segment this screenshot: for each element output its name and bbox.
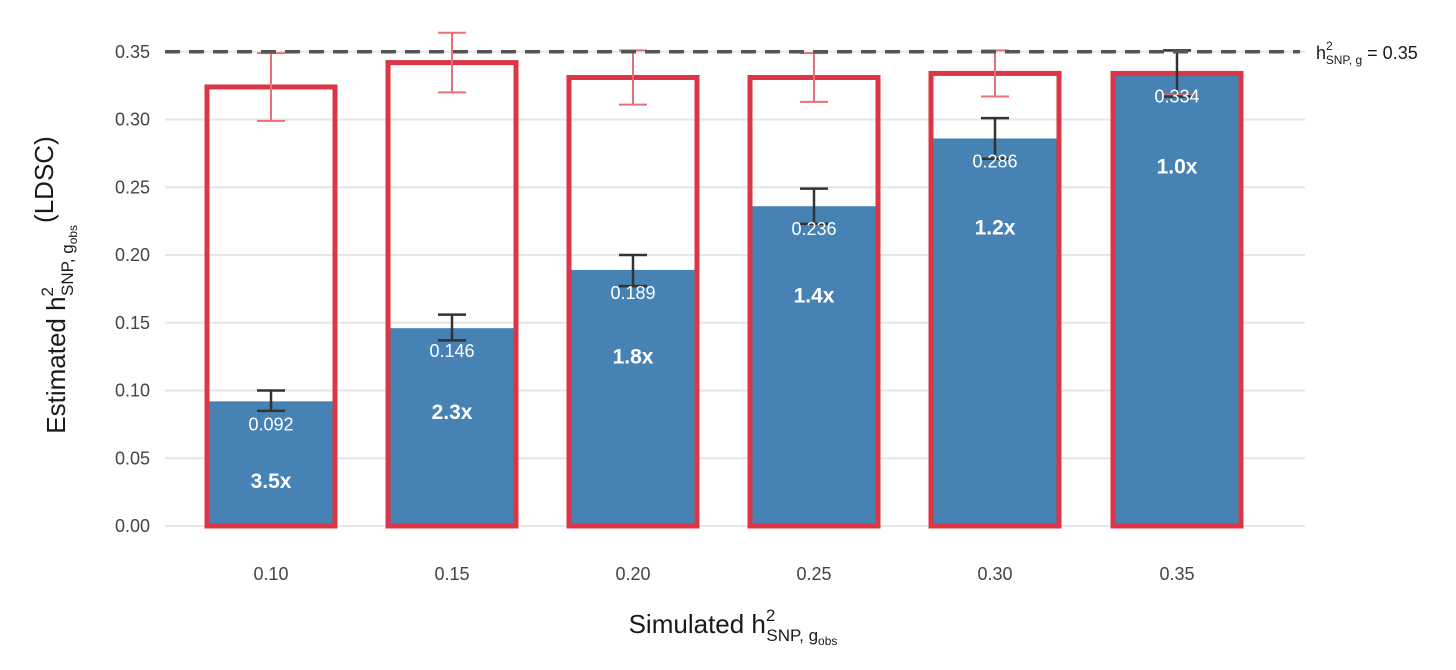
ratio-label: 1.8x bbox=[613, 345, 654, 368]
bar-filled bbox=[207, 401, 335, 526]
grid bbox=[165, 50, 1305, 527]
y-tick-label: 0.25 bbox=[115, 177, 150, 197]
bar-filled bbox=[388, 328, 516, 526]
y-tick-label: 0.00 bbox=[115, 516, 150, 536]
data-labels: 0.092 0.146 0.189 0.236 0.286 0.334 3.5x 2.3x 1.… bbox=[248, 86, 1199, 493]
ratio-label: 1.2x bbox=[975, 217, 1016, 240]
x-axis-title: Simulated h2 SNP, gobs bbox=[629, 606, 838, 648]
y-tick-label: 0.15 bbox=[115, 313, 150, 333]
error-bar bbox=[438, 31, 466, 94]
bar-filled bbox=[1113, 73, 1241, 527]
y-tick-label: 0.35 bbox=[115, 42, 150, 62]
ratio-label: 3.5x bbox=[251, 470, 292, 493]
x-tick-label: 0.10 bbox=[253, 564, 288, 584]
value-label: 0.189 bbox=[610, 283, 655, 303]
value-label: 0.092 bbox=[248, 414, 293, 434]
error-bar bbox=[619, 253, 647, 288]
error-bar bbox=[257, 389, 285, 413]
y-tick-label: 0.05 bbox=[115, 448, 150, 468]
y-tick-label: 0.30 bbox=[115, 110, 150, 130]
x-tick-label: 0.30 bbox=[977, 564, 1012, 584]
x-tick-label: 0.35 bbox=[1159, 564, 1194, 584]
error-bar bbox=[981, 116, 1009, 161]
ratio-label: 1.0x bbox=[1157, 156, 1198, 179]
y-axis-title: Estimated h2SNP, gobs(LDSC) bbox=[29, 136, 80, 433]
x-tick-label: 0.25 bbox=[796, 564, 831, 584]
reference-label: h2 SNP, g = 0.35 bbox=[1316, 39, 1418, 67]
value-label: 0.146 bbox=[429, 341, 474, 361]
x-tick-label: 0.20 bbox=[615, 564, 650, 584]
ratio-label: 1.4x bbox=[794, 284, 835, 307]
value-label: 0.286 bbox=[972, 151, 1017, 171]
bars bbox=[204, 60, 1244, 529]
value-label: 0.236 bbox=[791, 219, 836, 239]
ticks: 0.00 0.05 0.10 0.15 0.20 0.25 0.30 0.35 0.10 0.15… bbox=[115, 42, 1195, 584]
bar-filled bbox=[750, 206, 878, 526]
reference-line-group: h2 SNP, g = 0.35 bbox=[165, 39, 1418, 67]
error-bar bbox=[800, 187, 828, 226]
y-tick-label: 0.10 bbox=[115, 381, 150, 401]
x-tick-label: 0.15 bbox=[434, 564, 469, 584]
bar-filled bbox=[931, 138, 1059, 526]
ratio-label: 2.3x bbox=[432, 401, 473, 424]
error-bar bbox=[438, 313, 466, 342]
bar-filled bbox=[569, 269, 697, 526]
y-tick-label: 0.20 bbox=[115, 245, 150, 265]
value-label: 0.334 bbox=[1154, 86, 1199, 106]
